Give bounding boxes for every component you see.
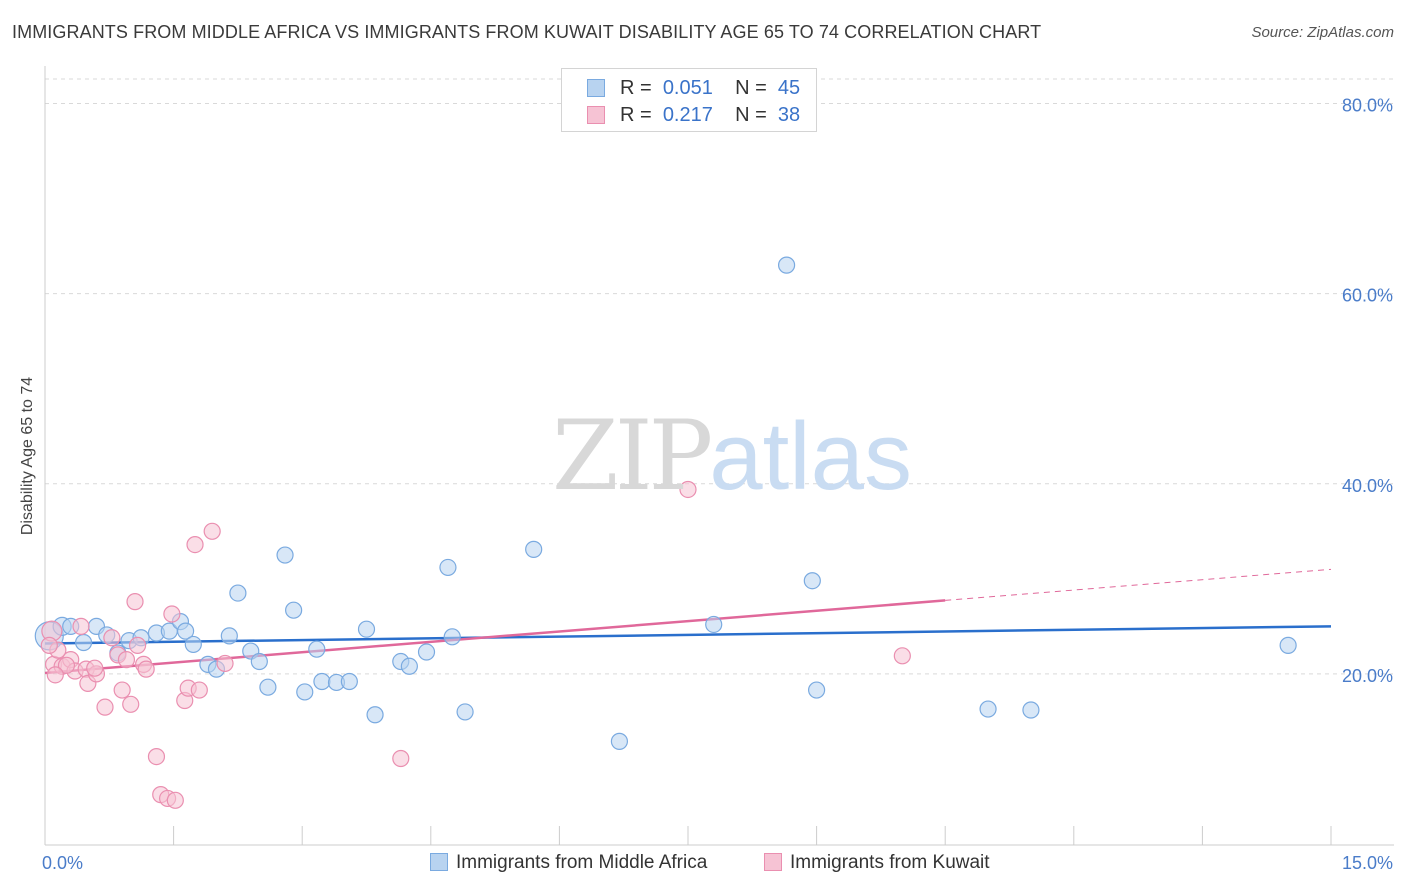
point-kuwait — [46, 666, 64, 684]
axes — [44, 66, 1394, 846]
y-tick-label: 60.0% — [1342, 286, 1393, 306]
point-kuwait — [103, 629, 121, 647]
point-kuwait — [137, 660, 155, 678]
trend-line-pink — [44, 599, 946, 675]
point-middle-africa — [400, 657, 418, 675]
point-middle-africa — [979, 700, 997, 718]
trend-lines — [44, 568, 1332, 675]
point-middle-africa — [259, 678, 277, 696]
n-label: N = — [735, 77, 767, 99]
point-kuwait — [392, 749, 410, 768]
point-kuwait — [122, 695, 140, 713]
point-kuwait — [203, 522, 221, 540]
point-kuwait — [86, 659, 104, 677]
pink-swatch-icon — [764, 853, 782, 871]
tick-labels: 20.0% 40.0% 60.0% 80.0% 0.0% 15.0% — [42, 96, 1393, 873]
point-kuwait — [190, 681, 208, 699]
point-middle-africa — [220, 627, 238, 645]
y-tick-label: 40.0% — [1342, 476, 1393, 496]
point-middle-africa — [807, 681, 826, 699]
point-middle-africa — [525, 540, 543, 558]
blue-swatch-icon — [587, 79, 605, 97]
point-middle-africa — [1279, 636, 1297, 654]
point-kuwait — [163, 605, 181, 623]
point-kuwait — [113, 681, 131, 699]
correlation-legend: R = 0.051 N = 45 R = 0.217 N = 38 — [561, 68, 817, 132]
point-middle-africa — [443, 628, 461, 646]
legend-item-kuwait: Immigrants from Kuwait — [764, 852, 990, 874]
point-kuwait — [216, 654, 234, 673]
point-middle-africa — [285, 601, 303, 619]
point-middle-africa — [74, 633, 93, 652]
point-middle-africa — [184, 635, 202, 654]
point-kuwait — [96, 698, 114, 716]
point-middle-africa — [417, 643, 436, 661]
source-credit: Source: ZipAtlas.com — [1251, 24, 1394, 41]
point-middle-africa — [777, 256, 796, 274]
x-tick-label: 0.0% — [42, 853, 83, 873]
legend-item-middle-africa: Immigrants from Middle Africa — [430, 852, 707, 874]
n-value: 38 — [777, 104, 801, 126]
point-kuwait — [57, 656, 76, 674]
point-middle-africa — [308, 640, 326, 658]
blue-swatch-icon — [430, 853, 448, 871]
data-points — [34, 256, 1297, 809]
point-middle-africa — [610, 732, 629, 750]
point-middle-africa — [439, 558, 457, 577]
point-middle-africa — [276, 546, 294, 564]
y-tick-label: 80.0% — [1342, 96, 1393, 116]
point-kuwait — [126, 593, 144, 611]
watermark-zip: ZIP — [552, 400, 713, 512]
legend-label: Immigrants from Kuwait — [790, 852, 990, 873]
point-middle-africa — [705, 615, 723, 634]
point-kuwait — [186, 536, 204, 554]
trend-line-blue — [44, 625, 1332, 645]
x-tick-label: 15.0% — [1342, 853, 1393, 873]
point-middle-africa — [803, 572, 821, 590]
point-kuwait — [147, 747, 166, 766]
r-label: R = — [620, 77, 652, 99]
point-middle-africa — [250, 652, 268, 671]
point-kuwait — [40, 636, 58, 654]
point-middle-africa — [296, 683, 314, 701]
point-middle-africa — [229, 584, 247, 602]
point-kuwait — [72, 617, 90, 635]
point-kuwait — [679, 480, 697, 499]
watermark-atlas: atlas — [709, 403, 912, 510]
watermark: ZIPatlas — [552, 400, 912, 512]
point-middle-africa — [366, 706, 384, 724]
point-kuwait — [893, 647, 911, 665]
grid-lines — [45, 78, 1394, 675]
r-value: 0.217 — [662, 104, 713, 126]
chart-title: IMMIGRANTS FROM MIDDLE AFRICA VS IMMIGRA… — [12, 22, 1042, 42]
y-tick-label: 20.0% — [1342, 666, 1393, 686]
point-middle-africa — [1022, 701, 1040, 719]
point-middle-africa — [313, 672, 331, 691]
r-label: R = — [620, 104, 652, 126]
point-middle-africa — [357, 620, 376, 638]
n-value: 45 — [777, 77, 801, 99]
n-label: N = — [735, 104, 767, 126]
point-middle-africa — [456, 703, 474, 721]
r-value: 0.051 — [662, 77, 713, 99]
legend-label: Immigrants from Middle Africa — [456, 852, 708, 873]
point-kuwait — [166, 791, 184, 809]
y-axis-label: Disability Age 65 to 74 — [19, 376, 36, 536]
point-kuwait — [117, 651, 136, 669]
trend-line-extension-pink — [945, 568, 1332, 601]
point-middle-africa — [177, 622, 195, 640]
pink-swatch-icon — [587, 106, 605, 124]
point-kuwait — [128, 636, 147, 654]
point-middle-africa — [340, 672, 358, 691]
